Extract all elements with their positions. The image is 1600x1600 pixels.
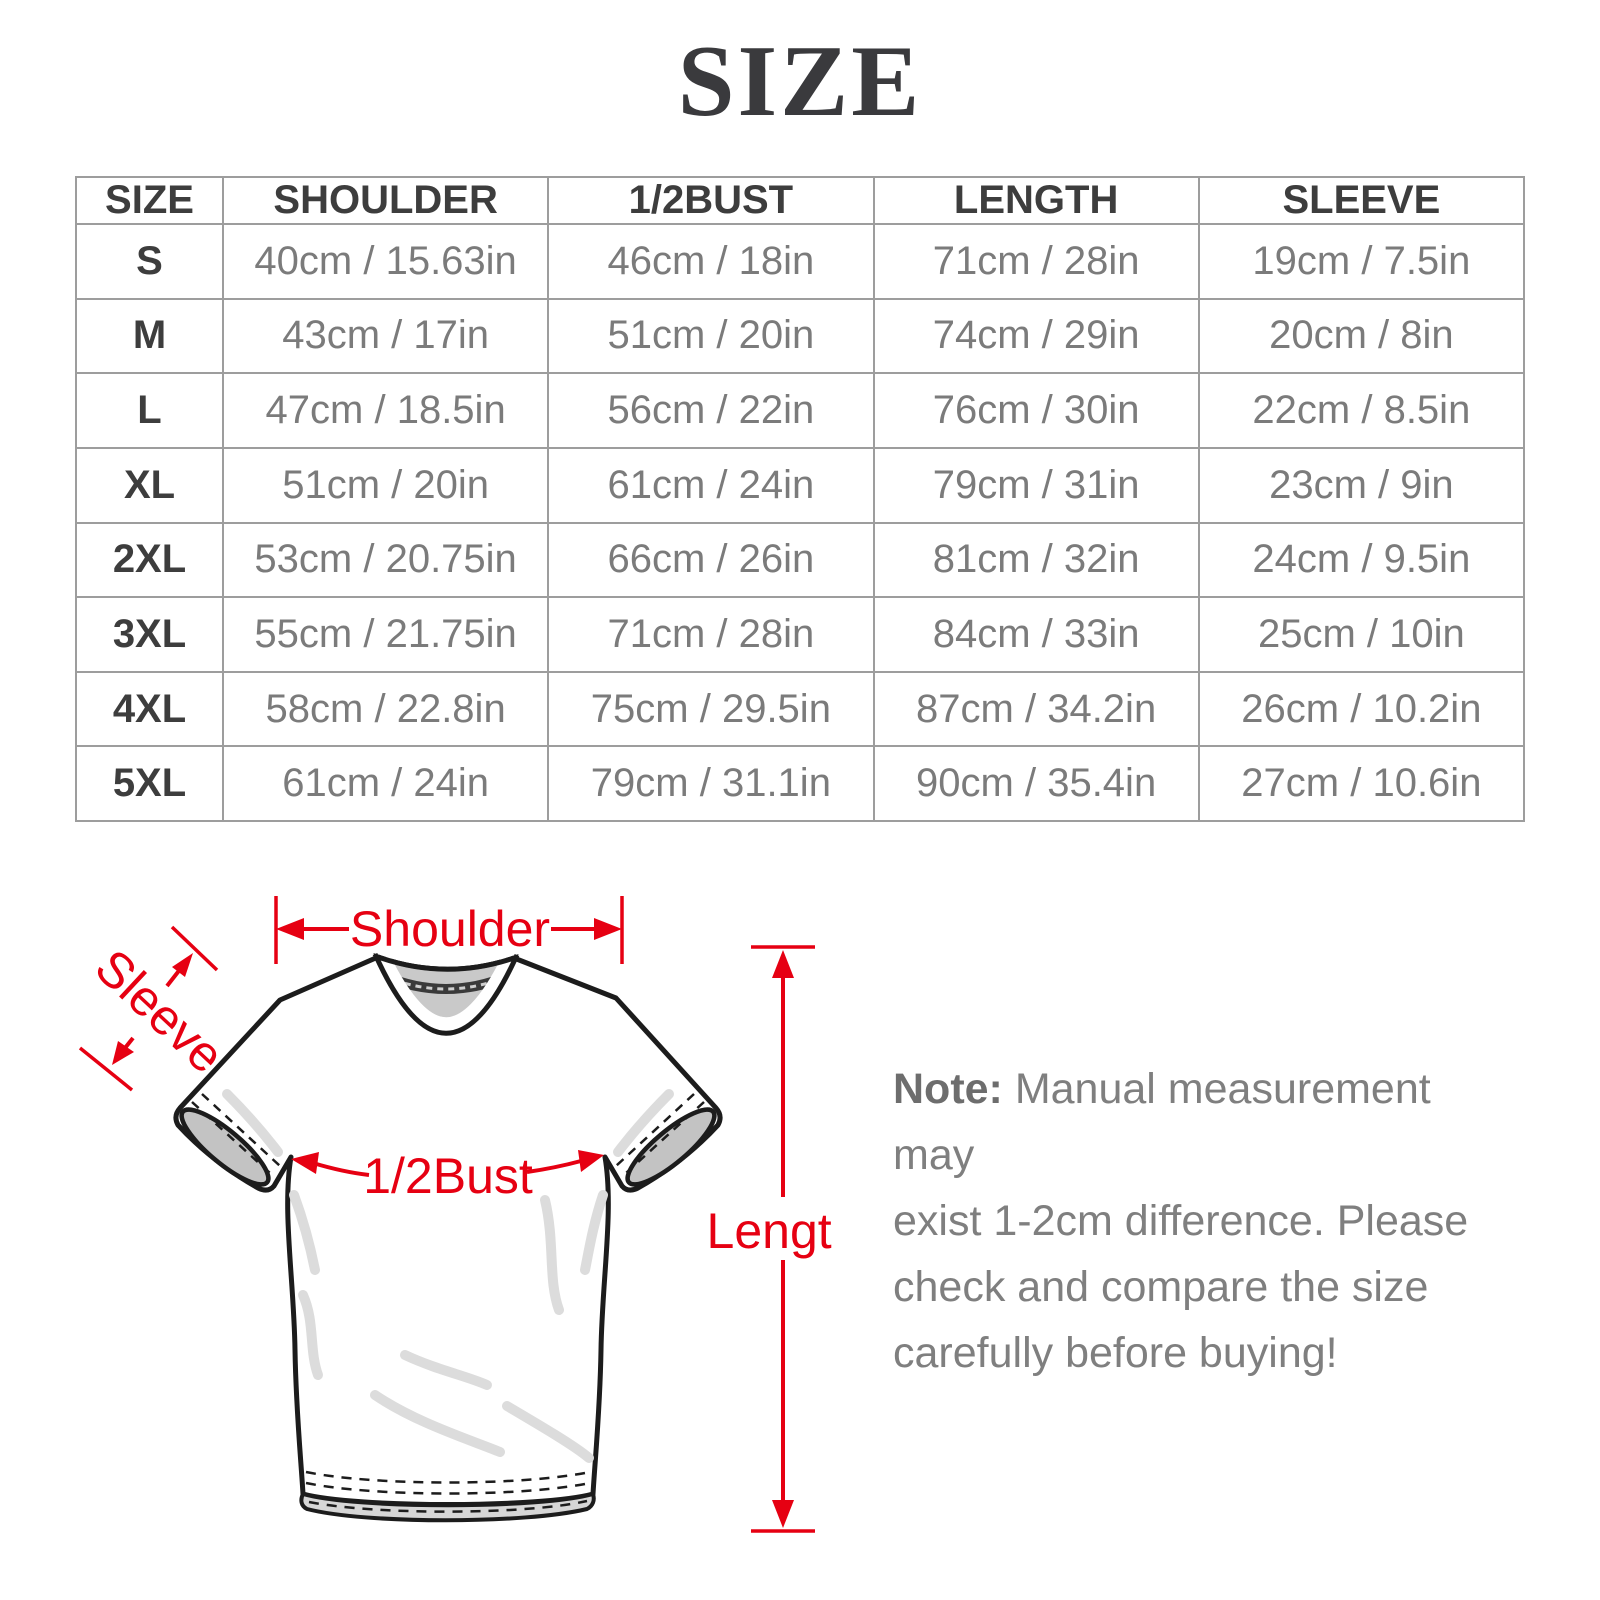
table-row: L 47cm / 18.5in 56cm / 22in 76cm / 30in …	[75, 372, 1526, 449]
sleeve-value: 25cm / 10in	[1197, 596, 1526, 673]
size-label: XL	[75, 446, 224, 524]
length-value: 74cm / 29in	[872, 297, 1200, 375]
size-label: 5XL	[75, 745, 224, 822]
bust-value: 51cm / 20in	[547, 297, 875, 375]
half-bust-measure: 1/2Bust	[291, 1148, 604, 1204]
sleeve-value: 24cm / 9.5in	[1197, 521, 1526, 599]
length-value: 76cm / 30in	[872, 372, 1200, 449]
length-value: 81cm / 32in	[872, 521, 1200, 599]
length-value: 87cm / 34.2in	[872, 670, 1200, 748]
sleeve-down-arrowhead	[112, 1041, 134, 1065]
size-label: L	[75, 372, 224, 449]
sleeve-value: 26cm / 10.2in	[1197, 670, 1526, 748]
note-line: Manual measurement may	[893, 1065, 1431, 1179]
table-header-row: SIZE SHOULDER 1/2BUST LENGTH SLEEVE	[75, 176, 1526, 225]
tshirt-icon	[173, 952, 723, 1523]
shoulder-value: 43cm / 17in	[221, 297, 550, 375]
length-down-arrowhead	[772, 1500, 794, 1528]
shoulder-label: Shoulder	[350, 901, 550, 957]
tshirt-measurement-diagram: Shoulder Sleeve 1/2Bust	[78, 896, 835, 1533]
right-cuff-opening	[625, 1107, 717, 1187]
table-row: M 43cm / 17in 51cm / 20in 74cm / 29in 20…	[75, 297, 1526, 375]
table-row: 3XL 55cm / 21.75in 71cm / 28in 84cm / 33…	[75, 596, 1526, 673]
column-header-size: SIZE	[75, 176, 224, 225]
half-bust-label: 1/2Bust	[363, 1148, 533, 1204]
length-value: 79cm / 31in	[872, 446, 1200, 524]
measurement-note: Note: Manual measurement may exist 1-2cm…	[893, 1056, 1518, 1386]
column-header-shoulder: SHOULDER	[221, 176, 550, 225]
bust-right-arrowhead	[578, 1150, 604, 1172]
bust-value: 79cm / 31.1in	[547, 745, 875, 822]
table-row: 5XL 61cm / 24in 79cm / 31.1in 90cm / 35.…	[75, 745, 1526, 822]
front-neckline	[372, 952, 520, 1036]
sleeve-value: 22cm / 8.5in	[1197, 372, 1526, 449]
table-row: S 40cm / 15.63in 46cm / 18in 71cm / 28in…	[75, 223, 1526, 300]
hem-inside	[299, 1491, 596, 1523]
size-label: 3XL	[75, 596, 224, 673]
size-table: SIZE SHOULDER 1/2BUST LENGTH SLEEVE S 40…	[75, 176, 1526, 822]
length-value: 90cm / 35.4in	[872, 745, 1200, 822]
sleeve-stitches	[191, 1093, 705, 1175]
length-value: 71cm / 28in	[872, 223, 1200, 300]
sleeve-value: 23cm / 9in	[1197, 446, 1526, 524]
note-line: carefully before buying!	[893, 1329, 1338, 1377]
wrinkle-shading	[222, 1089, 674, 1463]
bust-value: 75cm / 29.5in	[547, 670, 875, 748]
shoulder-value: 51cm / 20in	[221, 446, 550, 524]
bust-value: 66cm / 26in	[547, 521, 875, 599]
shoulder-value: 40cm / 15.63in	[221, 223, 550, 300]
shoulder-value: 58cm / 22.8in	[221, 670, 550, 748]
note-line: exist 1-2cm difference. Please	[893, 1197, 1469, 1245]
sleeve-label: Sleeve	[85, 939, 235, 1084]
size-label: 2XL	[75, 521, 224, 599]
length-value: 84cm / 33in	[872, 596, 1200, 673]
shoulder-right-arrowhead	[594, 918, 622, 940]
size-label: S	[75, 223, 224, 300]
column-header-length: LENGTH	[872, 176, 1200, 225]
size-label: M	[75, 297, 224, 375]
sleeve-bottom-tick	[78, 1046, 134, 1092]
table-row: XL 51cm / 20in 61cm / 24in 79cm / 31in 2…	[75, 446, 1526, 524]
shoulder-measure: Shoulder	[274, 896, 624, 964]
shoulder-left-arrowhead	[276, 918, 304, 940]
length-label: Length	[707, 1203, 835, 1259]
table-row: 4XL 58cm / 22.8in 75cm / 29.5in 87cm / 3…	[75, 670, 1526, 748]
sleeve-value: 27cm / 10.6in	[1197, 745, 1526, 822]
length-measure: Length	[707, 945, 835, 1533]
hem-stitches	[305, 1470, 591, 1513]
column-header-sleeve: SLEEVE	[1197, 176, 1526, 225]
note-prefix: Note:	[893, 1065, 1003, 1113]
sleeve-top-tick	[170, 925, 219, 972]
bust-value: 46cm / 18in	[547, 223, 875, 300]
sleeve-value: 20cm / 8in	[1197, 297, 1526, 375]
shoulder-value: 61cm / 24in	[221, 745, 550, 822]
shoulder-value: 55cm / 21.75in	[221, 596, 550, 673]
page-title: SIZE	[677, 25, 923, 138]
sleeve-measure: Sleeve	[78, 925, 235, 1092]
sleeve-up-arrowhead	[172, 953, 193, 977]
table-row: 2XL 53cm / 20.75in 66cm / 26in 81cm / 32…	[75, 521, 1526, 599]
bust-left-arrowhead	[291, 1152, 319, 1174]
bust-value: 61cm / 24in	[547, 446, 875, 524]
length-up-arrowhead	[772, 950, 794, 978]
collar-top-edge	[377, 954, 515, 972]
left-cuff-opening	[179, 1107, 271, 1187]
bust-value: 56cm / 22in	[547, 372, 875, 449]
bust-value: 71cm / 28in	[547, 596, 875, 673]
shoulder-value: 47cm / 18.5in	[221, 372, 550, 449]
shoulder-value: 53cm / 20.75in	[221, 521, 550, 599]
size-label: 4XL	[75, 670, 224, 748]
note-line: check and compare the size	[893, 1263, 1429, 1311]
column-header-bust: 1/2BUST	[547, 176, 875, 225]
sleeve-value: 19cm / 7.5in	[1197, 223, 1526, 300]
